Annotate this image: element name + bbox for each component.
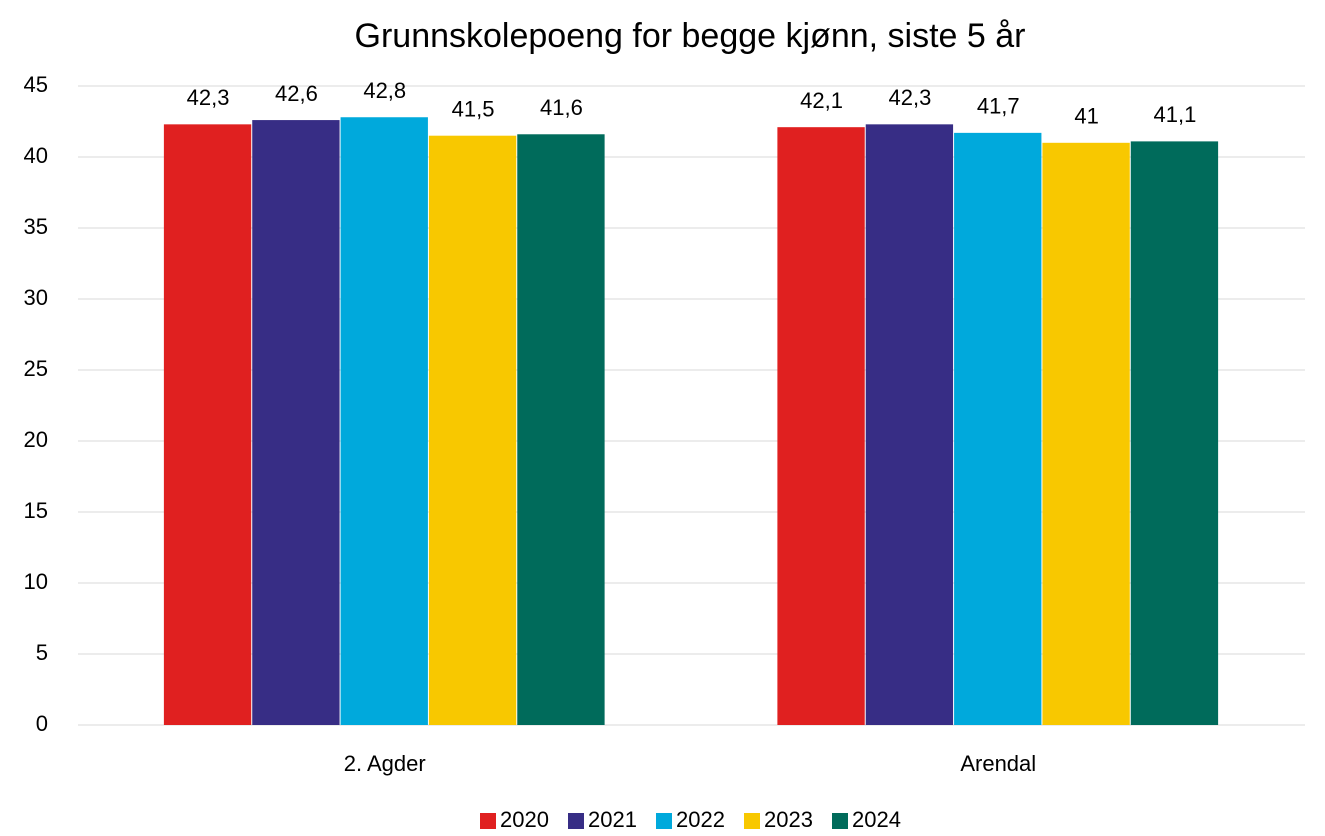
data-label: 41 — [1074, 104, 1098, 129]
y-tick-label: 35 — [24, 214, 48, 239]
legend-label: 2021 — [588, 807, 637, 832]
bar — [1042, 142, 1130, 726]
legend-swatch — [568, 813, 584, 829]
chart-title: Grunnskolepoeng for begge kjønn, siste 5… — [355, 17, 1026, 55]
legend-swatch — [480, 813, 496, 829]
y-tick-label: 40 — [24, 143, 48, 168]
x-tick-label: 2. Agder — [344, 751, 426, 776]
legend-label: 2023 — [764, 807, 813, 832]
data-label: 42,6 — [275, 81, 318, 106]
y-tick-label: 20 — [24, 427, 48, 452]
legend-label: 2024 — [852, 807, 901, 832]
bar — [1130, 141, 1219, 725]
legend-swatch — [832, 813, 848, 829]
legend-swatch — [744, 813, 760, 829]
y-tick-label: 25 — [24, 356, 48, 381]
bar — [517, 134, 605, 725]
bar — [865, 124, 954, 726]
bar — [163, 124, 252, 726]
data-label: 42,1 — [800, 88, 843, 113]
data-label: 41,5 — [452, 97, 495, 122]
bar — [777, 127, 865, 726]
bar — [954, 132, 1042, 726]
data-label: 42,3 — [187, 85, 230, 110]
legend-swatch — [656, 813, 672, 829]
y-tick-label: 45 — [24, 72, 48, 97]
data-label: 41,1 — [1154, 102, 1197, 127]
x-tick-label: Arendal — [960, 751, 1036, 776]
data-label: 42,8 — [363, 78, 406, 103]
y-tick-label: 10 — [24, 569, 48, 594]
y-tick-label: 30 — [24, 285, 48, 310]
bar — [340, 117, 428, 726]
data-label: 41,6 — [540, 95, 583, 120]
data-label: 41,7 — [977, 94, 1020, 119]
legend-label: 2020 — [500, 807, 549, 832]
bar — [428, 135, 517, 725]
bar — [252, 120, 340, 725]
legend-label: 2022 — [676, 807, 725, 832]
data-label: 42,3 — [888, 85, 931, 110]
y-tick-label: 15 — [24, 498, 48, 523]
y-tick-label: 5 — [36, 640, 48, 665]
y-tick-label: 0 — [36, 711, 48, 736]
